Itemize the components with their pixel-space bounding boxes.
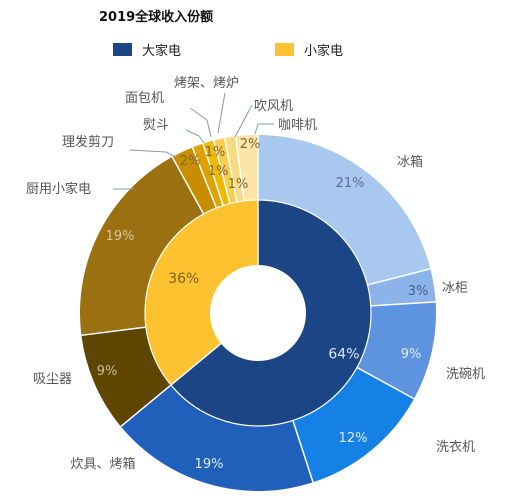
outer-value-label-9: 1%: [208, 164, 229, 179]
outer-value-label-0: 21%: [336, 176, 365, 191]
outer-category-label-12: 咖啡机: [278, 118, 317, 133]
outer-value-label-2: 9%: [401, 347, 422, 362]
leader-line-3: [189, 107, 212, 138]
legend-swatch-small-appliances: [275, 43, 294, 56]
outer-category-label-9: 面包机: [125, 91, 164, 106]
outer-value-label-10: 1%: [228, 177, 249, 192]
leader-line-1: [129, 149, 179, 159]
outer-slice-7: [172, 147, 217, 214]
outer-category-label-0: 冰箱: [397, 154, 423, 170]
outer-slice-2: [357, 301, 436, 399]
outer-slice-12: [235, 135, 258, 201]
inner-value-label-0: 64%: [328, 346, 359, 362]
slice-separator-outer-7: [171, 156, 205, 215]
legend-label-large-appliances: 大家电: [142, 44, 182, 59]
outer-value-label-5: 9%: [97, 364, 118, 379]
slice-separator-outer-1: [367, 268, 431, 286]
leader-line-4: [217, 92, 226, 134]
outer-category-label-10: 烤架、烤炉: [174, 76, 239, 91]
outer-category-label-5: 吸尘器: [33, 372, 72, 387]
leader-line-2: [185, 129, 205, 144]
slice-separator-inner-1: [170, 343, 222, 386]
outer-slice-0: [258, 135, 431, 285]
inner-value-label-1: 36%: [168, 271, 199, 287]
leader-line-5: [234, 104, 253, 138]
slice-separator-outer-5: [120, 384, 172, 428]
inner-slice-0: [170, 200, 372, 427]
slice-separator-outer-2: [370, 301, 436, 307]
outer-slice-6: [79, 157, 204, 336]
outer-slice-11: [224, 136, 244, 203]
outer-slice-10: [213, 138, 237, 204]
slice-separator-outer-10: [213, 140, 231, 204]
slice-separator-outer-12: [234, 136, 245, 201]
outer-value-label-7: 2%: [180, 154, 201, 169]
outer-value-label-4: 19%: [195, 457, 224, 472]
outer-category-label-6: 厨用小家电: [26, 181, 91, 197]
legend-item-large-appliances: 大家电: [113, 40, 181, 59]
slice-separator-outer-4: [292, 420, 314, 483]
outer-value-label-12: 2%: [240, 137, 261, 152]
outer-slice-9: [202, 140, 230, 206]
ring-divider: [144, 199, 372, 427]
outer-category-label-7: 理发剪刀: [62, 134, 114, 150]
outer-slice-5: [81, 327, 171, 427]
outer-slice-4: [120, 385, 314, 492]
slice-separator-outer-6: [81, 326, 146, 337]
legend-item-small-appliances: 小家电: [275, 40, 343, 59]
outer-slice-1: [367, 268, 436, 306]
outer-value-label-11: 1%: [205, 145, 226, 160]
outer-category-label-1: 冰柜: [442, 281, 468, 296]
outer-slice-8: [192, 143, 224, 208]
leader-line-6: [254, 123, 274, 135]
slice-separator-outer-8: [191, 147, 218, 209]
legend-swatch-large-appliances: [113, 43, 132, 56]
outer-category-label-8: 熨斗: [143, 118, 169, 133]
outer-category-label-11: 吹风机: [254, 99, 293, 114]
outer-value-label-6: 19%: [106, 229, 135, 244]
outer-value-label-3: 12%: [339, 431, 368, 446]
slice-separator-outer-9: [202, 143, 224, 206]
outer-slice-3: [292, 367, 414, 483]
slice-separator-outer-11: [223, 138, 238, 203]
legend-label-small-appliances: 小家电: [304, 44, 344, 59]
chart-title: 2019全球收入份额: [99, 10, 214, 25]
outer-category-label-2: 洗碗机: [446, 366, 485, 382]
slice-separator-outer-3: [356, 366, 415, 400]
outer-category-label-4: 炊具、烤箱: [70, 456, 135, 472]
outer-category-label-3: 洗衣机: [436, 439, 475, 455]
outer-value-label-1: 3%: [408, 284, 429, 299]
inner-slice-1: [145, 200, 258, 386]
